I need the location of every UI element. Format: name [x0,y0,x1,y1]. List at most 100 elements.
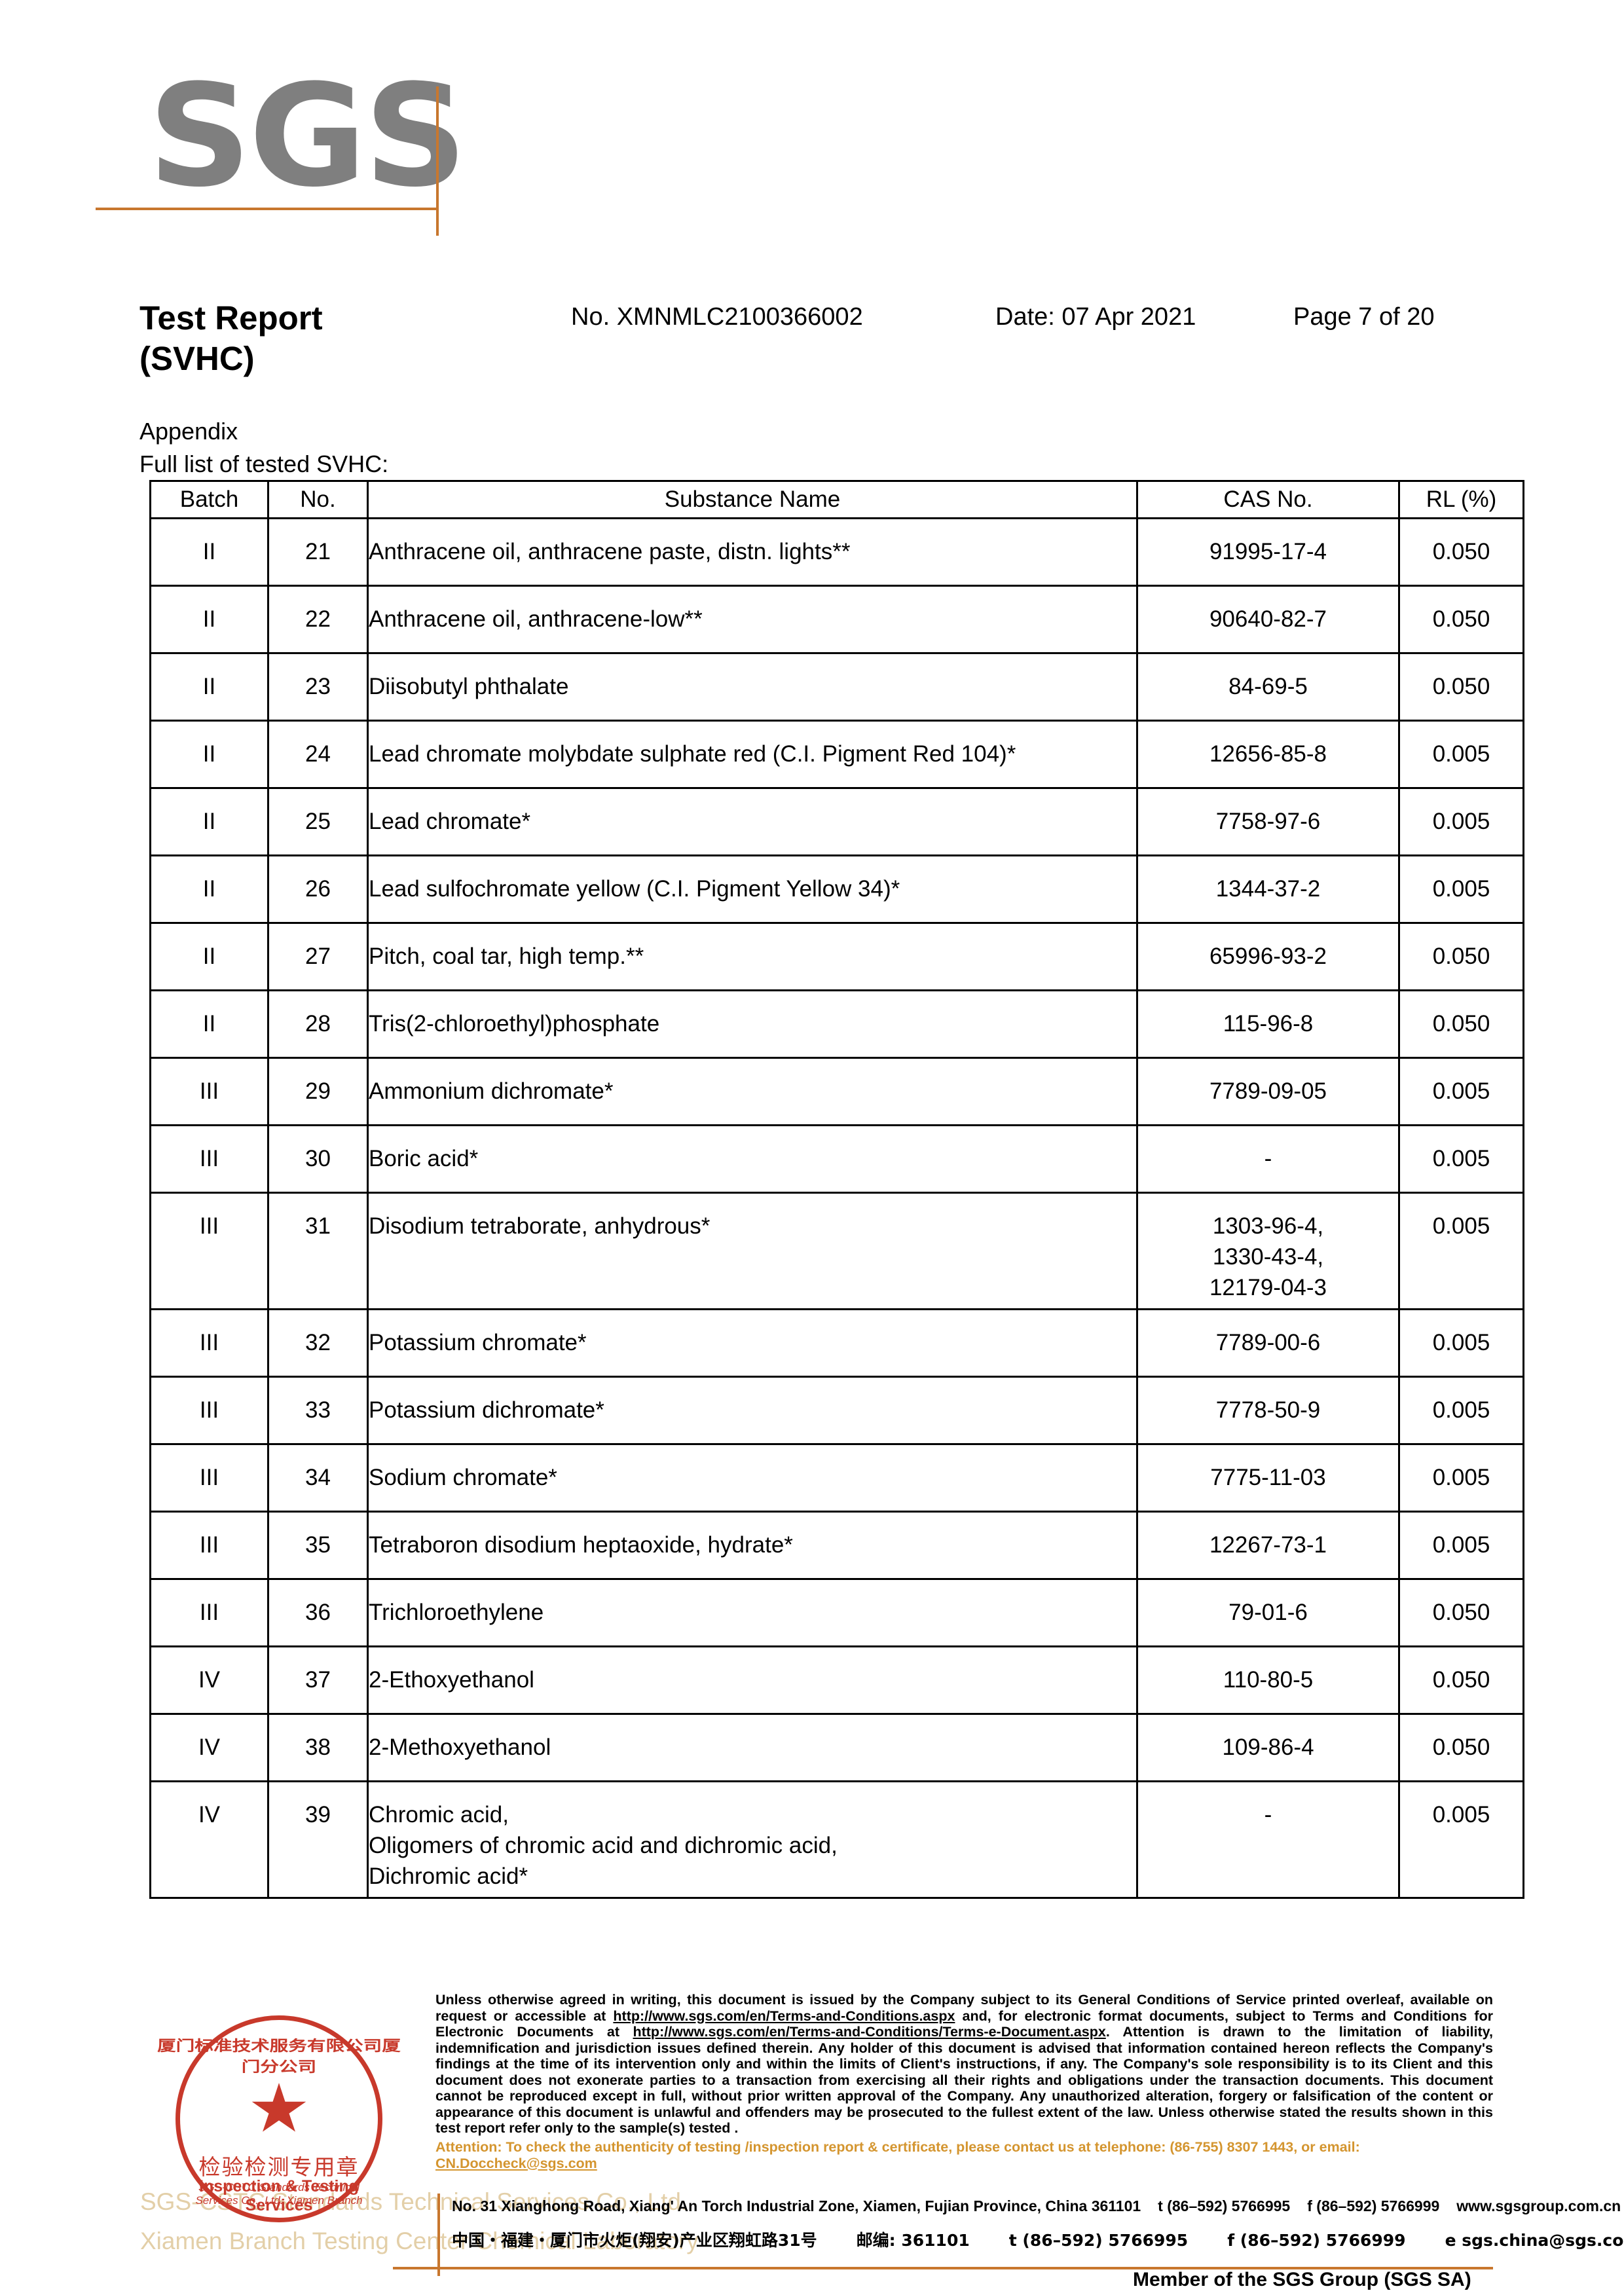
cell-cas-no: 65996-93-2 [1136,922,1400,991]
cell-batch: II [149,989,269,1059]
table-row: III 36 Trichloroethylene 79-01-6 0.050 [149,1578,1524,1647]
footer-horizontal-rule [393,2267,1493,2269]
cell-rl: 0.050 [1398,1645,1524,1715]
cell-cas-no: 79-01-6 [1136,1578,1400,1647]
cell-rl: 0.005 [1398,1376,1524,1445]
sgs-logo: SGS [96,65,489,236]
cell-cas-no: 7775-11-03 [1136,1443,1400,1513]
cell-substance-name: Lead chromate molybdate sulphate red (C.… [367,720,1138,789]
seal-arc-top-text: 厦门标准技术服务有限公司厦门分公司 [157,2038,401,2075]
page-title: Test Report (SVHC) [139,298,323,379]
table-row: III 33 Potassium dichromate* 7778-50-9 0.005 [149,1376,1524,1445]
cell-batch: III [149,1192,269,1310]
address-line-english: No. 31 Xianghong Road, Xiang' An Torch I… [452,2197,1621,2215]
table-row: II 23 Diisobutyl phthalate 84-69-5 0.050 [149,652,1524,722]
cell-substance-name: Anthracene oil, anthracene paste, distn.… [367,517,1138,587]
address-cn-street: 中国・福建・厦门市火炬(翔安)产业区翔虹路31号 [452,2231,817,2250]
table-row: II 28 Tris(2-chloroethyl)phosphate 115-96-8… [149,989,1524,1059]
cell-rl: 0.005 [1398,1308,1524,1378]
cell-cas-no: 115-96-8 [1136,989,1400,1059]
table-row: II 22 Anthracene oil, anthracene-low** 9064… [149,585,1524,654]
cell-no: 26 [267,854,369,924]
seal-arc-bottom-text: SGS-CSTC Standards Technical Services Co… [195,2181,363,2207]
cell-cas-no: - [1136,1124,1400,1194]
page-title-line2: (SVHC) [139,340,255,377]
cell-no: 24 [267,720,369,789]
cell-batch: II [149,854,269,924]
address-en-fax: f (86–592) 5766999 [1307,2197,1440,2214]
cell-no: 21 [267,517,369,587]
cell-cas-no: 12267-73-1 [1136,1511,1400,1580]
cell-substance-name: 2-Methoxyethanol [367,1713,1138,1782]
sgs-website-link[interactable]: www.sgsgroup.com.cn [1456,2197,1621,2214]
cell-rl: 0.050 [1398,989,1524,1059]
cell-rl: 0.005 [1398,1443,1524,1513]
doccheck-email-link[interactable]: CN.Doccheck@sgs.com [435,2155,597,2171]
cell-substance-name: Pitch, coal tar, high temp.** [367,922,1138,991]
sgs-china-email-link[interactable]: e sgs.china@sgs.com [1445,2231,1624,2250]
cell-rl: 0.005 [1398,1057,1524,1126]
cell-substance-name: Tetraboron disodium heptaoxide, hydrate* [367,1511,1138,1580]
cell-rl: 0.005 [1398,854,1524,924]
table-row: IV 38 2-Methoxyethanol 109-86-4 0.050 [149,1713,1524,1782]
svhc-table: Batch No. Substance Name CAS No. RL (%) … [149,480,1524,1899]
cell-batch: II [149,517,269,587]
logo-horizontal-rule [96,208,436,210]
cell-substance-name: Ammonium dichromate* [367,1057,1138,1126]
star-icon [251,2083,306,2132]
cell-no: 38 [267,1713,369,1782]
cell-batch: III [149,1308,269,1378]
address-en-tel: t (86–592) 5766995 [1158,2197,1291,2214]
cell-cas-no: 1303-96-4, 1330-43-4, 12179-04-3 [1136,1192,1400,1310]
cell-rl: 0.050 [1398,1713,1524,1782]
legal-disclaimer: Unless otherwise agreed in writing, this… [435,1992,1493,2172]
cell-no: 28 [267,989,369,1059]
cell-rl: 0.050 [1398,652,1524,722]
col-header-cas-no: CAS No. [1136,480,1400,519]
cell-batch: III [149,1511,269,1580]
table-row: III 35 Tetraboron disodium heptaoxide, hyd… [149,1511,1524,1580]
cell-cas-no: 7778-50-9 [1136,1376,1400,1445]
cell-no: 27 [267,922,369,991]
col-header-rl: RL (%) [1398,480,1524,519]
terms-conditions-link[interactable]: http://www.sgs.com/en/Terms-and-Conditio… [613,2008,955,2024]
table-row: II 21 Anthracene oil, anthracene paste, di… [149,517,1524,587]
cell-rl: 0.005 [1398,1124,1524,1194]
cell-batch: III [149,1057,269,1126]
table-header-row: Batch No. Substance Name CAS No. RL (%) [149,480,1524,519]
cell-rl: 0.005 [1398,1780,1524,1899]
cell-substance-name: 2-Ethoxyethanol [367,1645,1138,1715]
cell-batch: II [149,720,269,789]
table-row: III 32 Potassium chromate* 7789-00-6 0.005 [149,1308,1524,1378]
cell-substance-name: Disodium tetraborate, anhydrous* [367,1192,1138,1310]
cell-rl: 0.005 [1398,720,1524,789]
page-footer: SGS-CSTC Standards Technical Services Co… [0,1977,1624,2295]
logo-vertical-rule [436,86,439,236]
cell-no: 25 [267,787,369,856]
terms-edocument-link[interactable]: http://www.sgs.com/en/Terms-and-Conditio… [633,2024,1106,2040]
legal-text-part2: and, for electronic format documents, su… [435,2008,1493,2040]
cell-substance-name: Potassium chromate* [367,1308,1138,1378]
appendix-label: Appendix [139,418,238,445]
cell-no: 22 [267,585,369,654]
table-row: II 25 Lead chromate* 7758-97-6 0.005 [149,787,1524,856]
table-row: III 34 Sodium chromate* 7775-11-03 0.005 [149,1443,1524,1513]
cell-rl: 0.050 [1398,585,1524,654]
cell-batch: II [149,922,269,991]
cell-batch: III [149,1578,269,1647]
col-header-no: No. [267,480,369,519]
cell-substance-name: Anthracene oil, anthracene-low** [367,585,1138,654]
col-header-substance-name: Substance Name [367,480,1138,519]
cell-substance-name: Diisobutyl phthalate [367,652,1138,722]
cell-substance-name: Chromic acid, Oligomers of chromic acid a… [367,1780,1138,1899]
cell-no: 32 [267,1308,369,1378]
cell-substance-name: Trichloroethylene [367,1578,1138,1647]
address-cn-fax: f (86–592) 5766999 [1227,2231,1406,2250]
cell-batch: II [149,787,269,856]
seal-chinese-text: 检验检测专用章 [198,2154,360,2180]
cell-batch: II [149,585,269,654]
cell-no: 39 [267,1780,369,1899]
cell-no: 23 [267,652,369,722]
legal-text-part1: Unless otherwise agreed in writing, this… [435,1992,1493,2024]
address-cn-zip: 邮编: 361101 [856,2231,970,2250]
